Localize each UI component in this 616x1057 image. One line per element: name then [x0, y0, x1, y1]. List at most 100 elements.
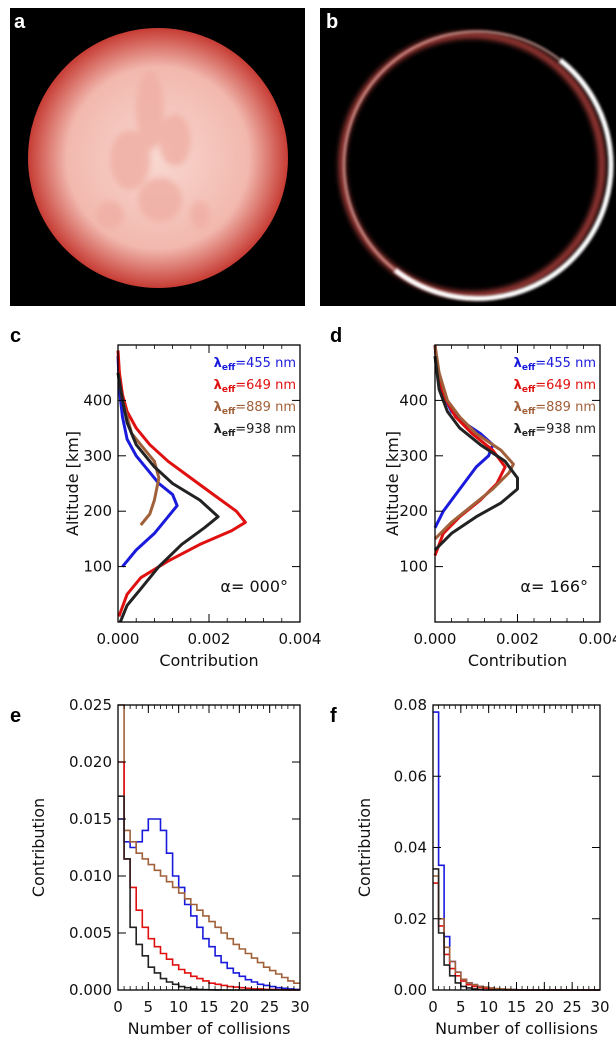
series-step-e-1 — [118, 704, 300, 984]
panel-f: f 0 5 10 15 20 25 30 0.00 0.02 0.04 0.06 0.08 Number… — [330, 696, 610, 1038]
y-tick-label: 200 — [399, 502, 428, 520]
legend-lambda: λ — [214, 400, 222, 415]
legend-entry: λeff=938 nm — [214, 422, 296, 439]
legend-entry: λeff=455 nm — [514, 356, 596, 373]
y-tick-label: 200 — [83, 502, 112, 520]
x-tick-label: 30 — [590, 998, 609, 1016]
x-tick-label: 0.004 — [279, 630, 322, 648]
y-axis-label: Altitude [km] — [383, 431, 402, 536]
x-tick-label: 30 — [290, 998, 309, 1016]
panel-label-f: f — [330, 705, 337, 727]
legend-lambda: λ — [514, 400, 522, 415]
y-tick-label: 0.000 — [69, 981, 112, 999]
legend-lambda: λ — [214, 422, 222, 437]
x-tick-label: 15 — [507, 998, 526, 1016]
legend-text: =455 nm — [535, 356, 596, 371]
series-line-d-1 — [433, 344, 507, 557]
y-tick-label: 0.00 — [394, 981, 427, 999]
legend-sub: eff — [522, 385, 536, 395]
y-tick-label: 0.04 — [394, 839, 427, 857]
legend-lambda: λ — [214, 356, 222, 371]
x-tick-label: 10 — [169, 998, 188, 1016]
x-axis-label: Number of collisions — [128, 1019, 291, 1038]
titan-ring-bright — [393, 58, 614, 301]
legend-entry: λeff=938 nm — [514, 422, 596, 439]
legend-lambda: λ — [214, 378, 222, 393]
legend-entry: λeff=649 nm — [514, 378, 596, 395]
panel-b-image: b — [320, 8, 616, 306]
panel-a-image: a — [10, 8, 305, 306]
x-tick-label: 15 — [199, 998, 218, 1016]
series-line-d-3 — [433, 355, 519, 552]
phase-angle-annotation: α= 166° — [520, 577, 588, 596]
y-tick-label: 0.06 — [394, 767, 427, 785]
y-axis-label: Altitude [km] — [63, 431, 82, 536]
x-tick-label: 0 — [113, 998, 123, 1016]
y-tick-label: 100 — [83, 558, 112, 576]
x-tick-label: 20 — [230, 998, 249, 1016]
panel-d: d 0.000 0.002 0.004 100 200 300 400 Contributio… — [330, 325, 616, 670]
series-step-e-0 — [118, 818, 300, 991]
legend-text: =455 nm — [235, 356, 296, 371]
legend-lambda: λ — [514, 422, 522, 437]
y-tick-label: 0.020 — [69, 753, 112, 771]
panel-label-c: c — [10, 325, 21, 347]
surface-features — [96, 70, 210, 229]
legend-entry: λeff=889 nm — [214, 400, 296, 417]
legend-entry: λeff=649 nm — [214, 378, 296, 395]
x-axis-label: Number of collisions — [435, 1019, 598, 1038]
titan-ring-glow — [339, 32, 605, 298]
legend-text: =938 nm — [535, 422, 596, 437]
legend-sub: eff — [222, 385, 236, 395]
legend-sub: eff — [222, 407, 236, 417]
x-axis-label: Contribution — [159, 651, 258, 670]
x-tick-label: 20 — [535, 998, 554, 1016]
x-tick-label: 25 — [260, 998, 279, 1016]
titan-ring-dim — [343, 30, 561, 271]
y-tick-label: 400 — [399, 391, 428, 409]
y-axis-label: Contribution — [29, 798, 48, 897]
legend-text: =649 nm — [535, 378, 596, 393]
panel-label-e: e — [10, 705, 21, 727]
y-tick-label: 100 — [399, 558, 428, 576]
panel-e: e 0 5 10 15 20 25 30 0.000 0.005 0.010 0.015 0.020 0… — [10, 696, 310, 1038]
titan-disk — [28, 28, 288, 288]
legend-sub: eff — [222, 429, 236, 439]
legend-entry: λeff=889 nm — [514, 400, 596, 417]
legend-lambda: λ — [514, 378, 522, 393]
legend-sub: eff — [522, 407, 536, 417]
x-tick-label: 0.004 — [579, 630, 616, 648]
panel-c: c 0.000 0.002 0.004 100 200 300 400 Contributio… — [10, 325, 321, 670]
panel-label-d: d — [330, 325, 342, 347]
y-tick-label: 0.015 — [69, 810, 112, 828]
series-step-f-2 — [433, 875, 600, 991]
panel-label-b: b — [326, 11, 338, 33]
y-axis-label: Contribution — [355, 798, 374, 897]
series-line-d-2 — [433, 344, 515, 540]
series-step-f-0 — [433, 711, 600, 991]
y-tick-label: 0.02 — [394, 910, 427, 928]
legend-text: =889 nm — [535, 400, 596, 415]
x-tick-label: 0.002 — [496, 630, 539, 648]
legend-text: =889 nm — [235, 400, 296, 415]
series-line-c-3 — [116, 372, 220, 623]
x-tick-label: 0.000 — [414, 630, 457, 648]
legend-sub: eff — [522, 363, 536, 373]
x-tick-label: 5 — [144, 998, 154, 1016]
x-axis-label: Contribution — [468, 651, 567, 670]
legend-sub: eff — [522, 429, 536, 439]
phase-angle-annotation: α= 000° — [220, 577, 288, 596]
series-line-d-0 — [433, 344, 495, 529]
x-tick-label: 5 — [456, 998, 466, 1016]
plot-frame — [432, 704, 601, 991]
series-step-f-1 — [433, 882, 600, 991]
y-tick-label: 300 — [399, 447, 428, 465]
x-tick-label: 10 — [479, 998, 498, 1016]
y-tick-label: 400 — [83, 391, 112, 409]
y-tick-label: 0.010 — [69, 867, 112, 885]
x-tick-label: 25 — [563, 998, 582, 1016]
x-tick-label: 0.000 — [97, 630, 140, 648]
x-tick-label: 0.002 — [188, 630, 231, 648]
y-tick-label: 0.005 — [69, 924, 112, 942]
